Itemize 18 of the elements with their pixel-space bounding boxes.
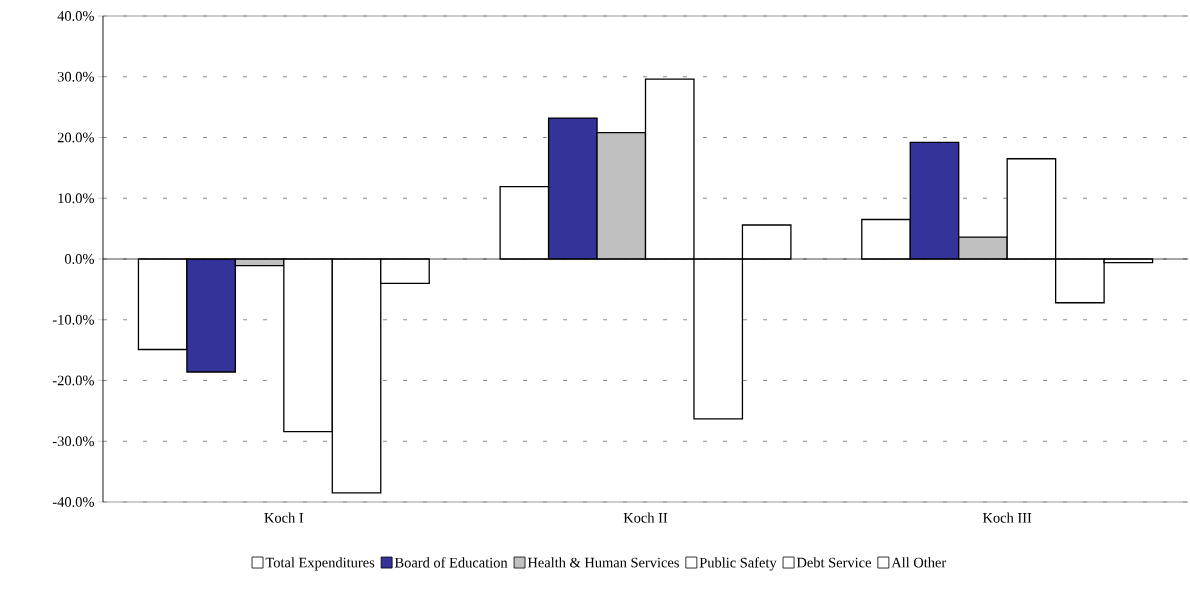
legend-label: Debt Service (796, 557, 871, 568)
x-tick-label: Koch II (623, 512, 668, 523)
y-tick-label: 40.0% (57, 11, 94, 21)
x-tick-label: Koch I (264, 512, 304, 523)
y-tick-label: -10.0% (52, 314, 94, 325)
y-tick-label: 0.0% (64, 254, 94, 264)
y-tick-label: -20.0% (52, 375, 94, 386)
legend-label: Health & Human Services (527, 557, 679, 568)
legend-label: All Other (891, 557, 947, 568)
legend-label: Total Expenditures (265, 557, 375, 571)
x-tick-label: Koch III (982, 512, 1032, 523)
legend-label: Public Safety (699, 557, 777, 571)
y-tick-label: -40.0% (52, 497, 94, 507)
y-tick-label: 30.0% (57, 71, 94, 82)
legend-label: Board of Education (394, 557, 508, 568)
y-tick-label: 20.0% (57, 132, 94, 143)
y-tick-label: 10.0% (58, 193, 94, 204)
y-tick-label: -30.0% (52, 436, 94, 447)
